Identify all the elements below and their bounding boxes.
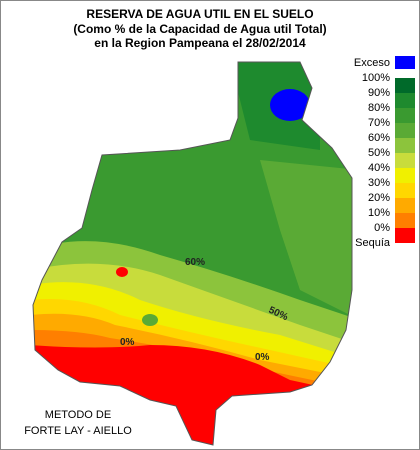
legend-label: 10% xyxy=(368,207,390,219)
legend-swatch xyxy=(395,78,415,93)
legend-swatch xyxy=(395,228,415,243)
legend-swatch xyxy=(395,93,415,108)
legend-label: 50% xyxy=(368,147,390,159)
legend-label: 100% xyxy=(362,72,390,84)
legend-swatch xyxy=(395,168,415,183)
legend-swatch xyxy=(395,138,415,153)
legend-swatch xyxy=(395,213,415,228)
legend-label: Exceso xyxy=(354,57,390,69)
title: RESERVA DE AGUA UTIL EN EL SUELO xyxy=(86,7,313,21)
contour-label: 60% xyxy=(185,257,205,268)
legend-label: 80% xyxy=(368,102,390,114)
map-outline xyxy=(32,61,353,446)
contour-label: 0% xyxy=(120,337,135,348)
legend-label: 70% xyxy=(368,117,390,129)
legend-label: 40% xyxy=(368,162,390,174)
legend-swatch xyxy=(395,123,415,138)
legend-label: 20% xyxy=(368,192,390,204)
legend-swatch xyxy=(395,153,415,168)
legend-swatch xyxy=(395,183,415,198)
legend-swatch xyxy=(395,198,415,213)
legend-label: 90% xyxy=(368,87,390,99)
legend-label: 60% xyxy=(368,132,390,144)
contour-label: 0% xyxy=(255,352,270,363)
legend-label: 30% xyxy=(368,177,390,189)
legend-label: 0% xyxy=(374,222,390,234)
legend-swatch xyxy=(395,56,415,69)
subtitle: (Como % de la Capacidad de Agua util Tot… xyxy=(73,22,326,36)
subtitle: en la Region Pampeana el 28/02/2014 xyxy=(94,36,306,50)
legend-label: Sequía xyxy=(355,237,391,249)
footer: FORTE LAY - AIELLO xyxy=(24,425,132,437)
footer: METODO DE xyxy=(45,409,111,421)
legend-swatch xyxy=(395,108,415,123)
legend: Exceso 100% 90% 80% 70% 60% 50% 40% 30% 20% 10% 0% S… xyxy=(354,56,415,249)
